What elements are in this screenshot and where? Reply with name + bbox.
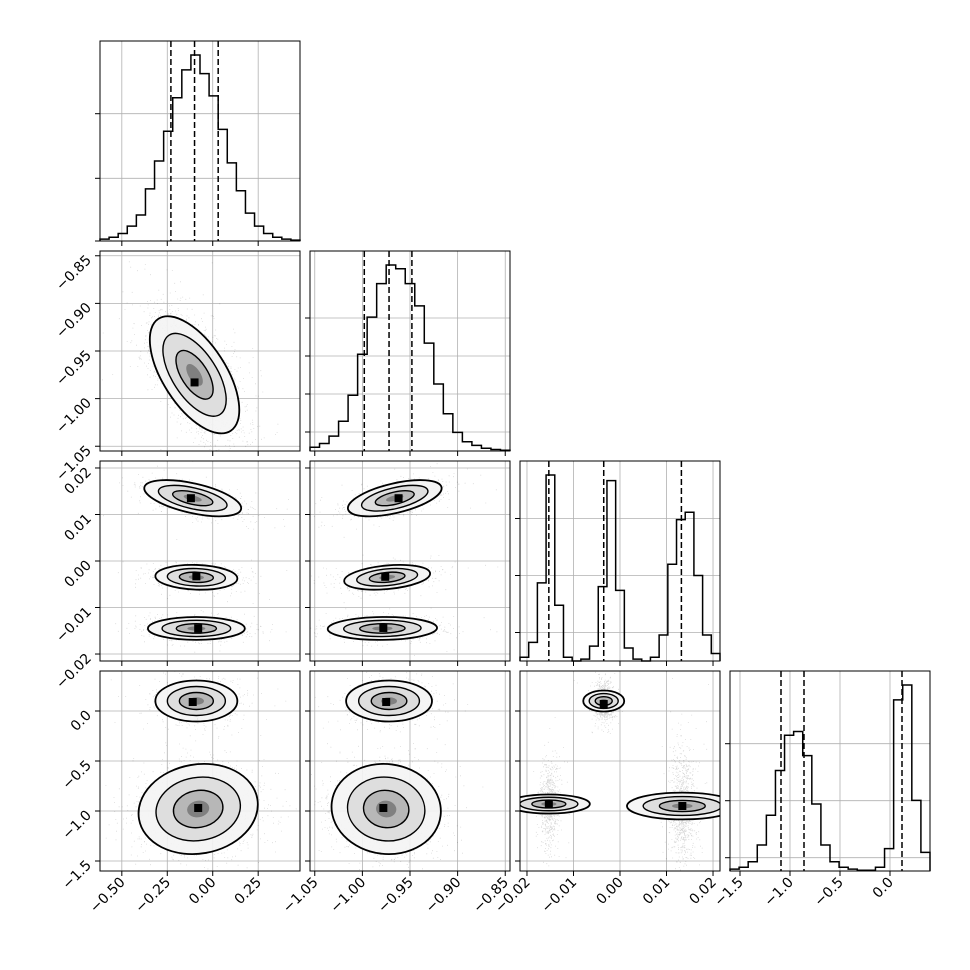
sample-cluster	[103, 461, 289, 540]
panel-frame	[519, 460, 721, 662]
histogram-step	[519, 474, 721, 662]
sample-cluster	[313, 463, 497, 538]
panel-frame	[99, 670, 301, 872]
panel-frame	[99, 250, 301, 452]
panel-frame	[309, 250, 511, 452]
scatter-panel-2-1	[305, 460, 511, 666]
density-peak	[678, 802, 687, 810]
density-peak	[599, 700, 608, 708]
density-peak	[381, 572, 390, 581]
panel-content	[520, 671, 720, 871]
sample-cluster	[626, 678, 720, 871]
density-peak	[186, 494, 195, 503]
density-peak	[394, 494, 403, 503]
sample-points	[660, 678, 709, 871]
histogram-panel-0	[95, 40, 301, 246]
sample-cluster	[115, 591, 287, 653]
panel-frame	[519, 670, 721, 872]
panel-content	[100, 251, 300, 451]
panel-content	[310, 671, 510, 871]
sample-cluster	[311, 678, 484, 871]
sample-cluster	[573, 671, 626, 734]
sample-cluster	[314, 671, 469, 749]
density-peak	[188, 698, 197, 706]
sample-cluster	[311, 554, 499, 604]
density-peak	[382, 698, 391, 706]
histogram-step	[309, 264, 511, 452]
sample-cluster	[520, 717, 591, 867]
histogram-panel-1	[305, 250, 511, 456]
histogram-step	[99, 54, 301, 241]
sample-cluster	[117, 559, 288, 617]
sample-cluster	[102, 261, 279, 451]
panel-content	[100, 671, 300, 871]
density-peak	[379, 804, 388, 812]
histogram-step	[729, 684, 931, 872]
sample-cluster	[100, 714, 297, 871]
panel-frame	[99, 40, 301, 242]
panel-frame	[729, 670, 931, 872]
scatter-panel-2-0: −0.02−0.010.000.010.02	[53, 460, 301, 692]
sample-cluster	[310, 607, 498, 656]
panel-frame	[99, 460, 301, 662]
panel-frame	[309, 670, 511, 872]
density-peak	[544, 800, 553, 808]
density-peak	[194, 804, 203, 812]
histogram-panel-2	[515, 460, 721, 666]
density-peak	[190, 378, 199, 387]
density-peak	[192, 572, 201, 581]
sample-points	[103, 461, 289, 540]
contour-level	[186, 363, 203, 386]
density-peak	[194, 624, 203, 633]
sample-points	[311, 678, 484, 871]
panel-content	[100, 461, 300, 661]
panel-frame	[309, 460, 511, 662]
density-peak	[379, 623, 388, 632]
panel-content	[310, 461, 510, 661]
sample-cluster	[110, 671, 287, 746]
